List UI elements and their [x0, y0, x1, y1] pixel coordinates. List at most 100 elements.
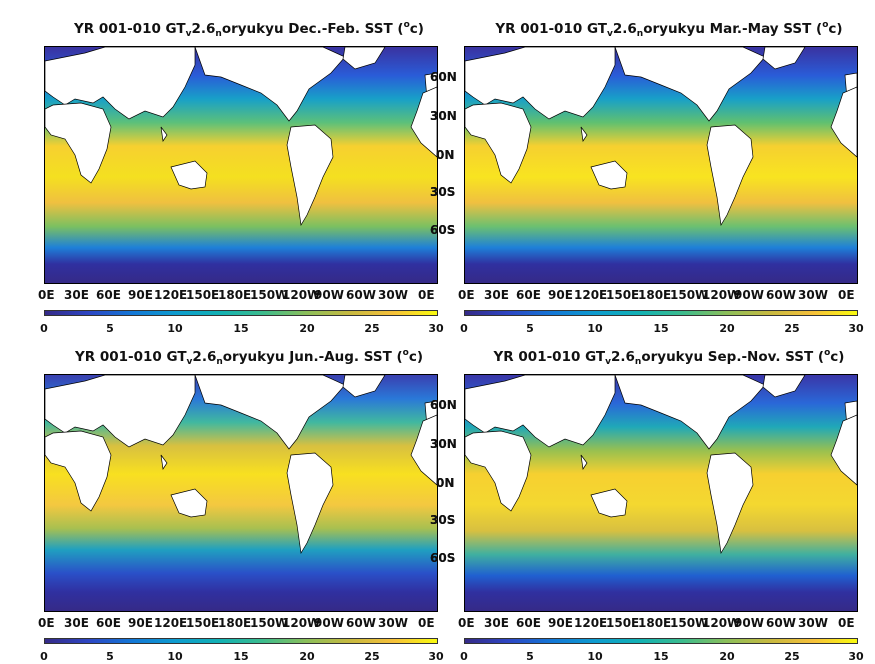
colorbar-tick: 20 [719, 650, 735, 663]
lat-label: 60S [430, 223, 456, 237]
colorbar-tick: 0 [40, 322, 48, 335]
colorbar-tick: 5 [106, 650, 114, 663]
lat-label: 60N [430, 398, 457, 412]
panel-title: YR 001-010 GTv2.6noryukyu Jun.-Aug. SST … [74, 348, 424, 367]
colorbar-tick: 10 [167, 650, 183, 663]
lat-label: 0N [436, 148, 455, 162]
colorbar-tick: 25 [784, 650, 800, 663]
colorbar-ticks: 0 5 10 15 20 25 30 [460, 650, 863, 664]
lon-label: 60W [766, 616, 796, 630]
lon-label: 150W [670, 616, 709, 630]
lon-label: 30W [378, 616, 408, 630]
lon-label: 90W [314, 616, 344, 630]
lon-label: 30E [64, 616, 89, 630]
lon-label: 180E [638, 288, 672, 302]
lon-labels: 0E 30E 60E 90E 120E 150E 180E 150W 120W … [458, 288, 864, 304]
lat-label: 30S [430, 513, 456, 527]
land-masses [465, 375, 857, 555]
lon-label: 60E [516, 288, 541, 302]
colorbar-tick: 30 [428, 322, 444, 335]
lon-label: 60E [516, 616, 541, 630]
lon-label: 30W [378, 288, 408, 302]
colorbar-tick: 20 [719, 322, 735, 335]
colorbar-tick: 10 [587, 650, 603, 663]
lon-label: 30W [798, 616, 828, 630]
lon-label: 120W [702, 288, 741, 302]
lon-labels: 0E 30E 60E 90E 120E 150E 180E 150W 120W … [458, 616, 864, 632]
colorbar-tick: 15 [653, 322, 669, 335]
lon-label: 0E [458, 616, 475, 630]
sst-map [464, 46, 858, 284]
lon-label: 30E [484, 616, 509, 630]
lon-label: 0E [418, 288, 435, 302]
lon-label: 0E [838, 616, 855, 630]
lat-label: 30N [430, 437, 457, 451]
lat-label: 60S [430, 551, 456, 565]
lat-label: 0N [436, 476, 455, 490]
lon-label: 120E [574, 288, 608, 302]
panel-son: YR 001-010 GTv2.6noryukyu Sep.-Nov. SST … [430, 348, 875, 663]
colorbar-tick: 15 [233, 650, 249, 663]
colorbar-ticks: 0 5 10 15 20 25 30 [40, 322, 443, 336]
lat-label: 30N [430, 437, 457, 451]
lon-label: 180E [218, 288, 252, 302]
colorbar-tick: 25 [784, 322, 800, 335]
colorbar-tick: 5 [526, 322, 534, 335]
lon-label: 150E [606, 288, 640, 302]
panel-title: YR 001-010 GTv2.6noryukyu Dec.-Feb. SST … [74, 20, 424, 39]
colorbar [44, 638, 438, 644]
colorbar-tick: 30 [428, 650, 444, 663]
lat-label: 30N [430, 109, 457, 123]
sst-map [44, 374, 438, 612]
lon-label: 120W [282, 616, 321, 630]
lon-label: 120E [574, 616, 608, 630]
lon-label: 90W [734, 288, 764, 302]
colorbar-tick: 20 [299, 322, 315, 335]
lon-label: 120W [702, 616, 741, 630]
lat-label: 30S [430, 185, 456, 199]
colorbar-tick: 30 [848, 322, 864, 335]
land-masses [465, 47, 857, 227]
lon-label: 60E [96, 288, 121, 302]
panel-jja: YR 001-010 GTv2.6noryukyu Jun.-Aug. SST … [38, 348, 464, 663]
land-masses [45, 375, 437, 555]
lon-label: 0E [458, 288, 475, 302]
colorbar-tick: 5 [526, 650, 534, 663]
panel-mam: YR 001-010 GTv2.6noryukyu Mar.-May SST (… [430, 20, 875, 335]
lat-label: 60S [430, 223, 456, 237]
lon-label: 60W [346, 288, 376, 302]
colorbar-tick: 25 [364, 650, 380, 663]
lon-label: 90E [128, 288, 153, 302]
lon-label: 150E [606, 616, 640, 630]
lat-label: 30S [430, 513, 456, 527]
lon-label: 60E [96, 616, 121, 630]
lon-label: 90E [128, 616, 153, 630]
colorbar [464, 638, 858, 644]
lon-label: 0E [38, 616, 55, 630]
lat-label: 0N [436, 148, 455, 162]
lon-label: 180E [638, 616, 672, 630]
colorbar-tick: 30 [848, 650, 864, 663]
colorbar-tick: 5 [106, 322, 114, 335]
lon-label: 150E [186, 616, 220, 630]
lon-label: 120W [282, 288, 321, 302]
lon-label: 30E [64, 288, 89, 302]
lon-label: 150W [250, 288, 289, 302]
lat-label: 0N [436, 476, 455, 490]
lon-label: 150E [186, 288, 220, 302]
lat-label: 30N [430, 109, 457, 123]
lat-label: 30S [430, 185, 456, 199]
lon-label: 0E [38, 288, 55, 302]
sst-map [464, 374, 858, 612]
lon-label: 180E [218, 616, 252, 630]
colorbar-ticks: 0 5 10 15 20 25 30 [460, 322, 863, 336]
panel-djf: YR 001-010 GTv2.6noryukyu Dec.-Feb. SST … [38, 20, 464, 335]
sst-map [44, 46, 438, 284]
lon-label: 90E [548, 616, 573, 630]
colorbar-tick: 25 [364, 322, 380, 335]
colorbar-tick: 0 [460, 322, 468, 335]
lon-label: 30W [798, 288, 828, 302]
lon-label: 30E [484, 288, 509, 302]
lon-label: 90E [548, 288, 573, 302]
lat-label: 60S [430, 551, 456, 565]
